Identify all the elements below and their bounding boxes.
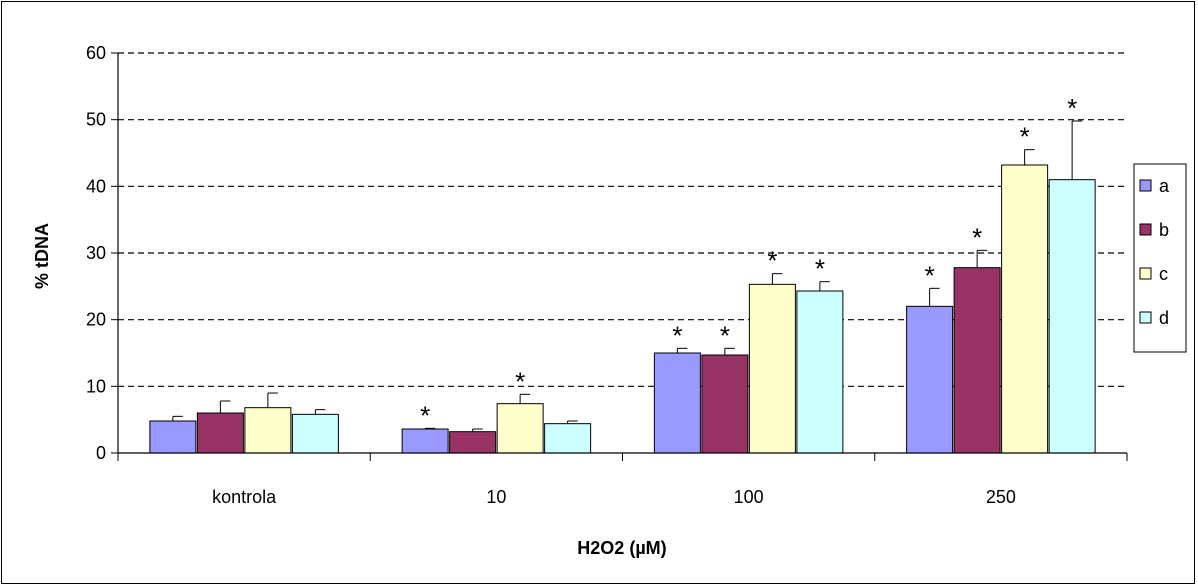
x-tick-label: 10: [486, 487, 506, 507]
legend-label: d: [1159, 308, 1169, 328]
x-tick-label: 100: [734, 487, 764, 507]
significance-marker: *: [815, 254, 825, 284]
bar: [449, 431, 497, 454]
bar: [701, 354, 749, 454]
y-tick-label: 20: [86, 310, 106, 330]
bar: [748, 283, 796, 454]
bar: [544, 423, 592, 454]
legend: a b c d: [1133, 163, 1187, 353]
significance-marker: *: [672, 320, 682, 350]
significance-marker: *: [767, 246, 777, 276]
bar: [244, 407, 292, 454]
bar: [796, 290, 844, 454]
y-tick-label: 0: [96, 443, 106, 463]
significance-marker: *: [925, 260, 935, 290]
legend-swatch: [1139, 179, 1152, 192]
bar: [196, 412, 244, 454]
x-tick-labels: kontrola 10 100 250: [212, 487, 1016, 507]
y-tick-label: 30: [86, 243, 106, 263]
y-tick-label: 60: [86, 43, 106, 63]
bar: [291, 413, 339, 454]
bar: [401, 428, 449, 454]
y-tick-label: 50: [86, 110, 106, 130]
legend-label: c: [1159, 264, 1168, 284]
significance-marker: *: [515, 366, 525, 396]
bar: [496, 403, 544, 454]
y-tick-labels: 0 10 20 30 40 50 60: [86, 43, 106, 463]
legend-label: b: [1159, 220, 1169, 240]
significance-marker: *: [1067, 93, 1077, 123]
legend-swatch: [1139, 267, 1152, 280]
significance-marker: *: [972, 222, 982, 252]
y-tick-label: 40: [86, 176, 106, 196]
bar: [906, 305, 954, 454]
bar: [653, 352, 701, 454]
x-axis-title: H2O2 (µM): [577, 538, 666, 558]
bar: [1001, 164, 1049, 454]
axes: [111, 52, 1128, 461]
legend-swatch: [1139, 223, 1152, 236]
significance-marker: *: [1020, 122, 1030, 152]
legend-label: a: [1159, 176, 1170, 196]
legend-swatch: [1139, 311, 1152, 324]
significance-marker: *: [420, 400, 430, 430]
bar: [149, 420, 197, 454]
x-tick-label: 250: [986, 487, 1016, 507]
x-tick-label: kontrola: [212, 487, 277, 507]
y-axis-title: % tDNA: [32, 223, 52, 289]
bars: * * * * * * * * * *: [149, 93, 1096, 454]
bar: [1048, 179, 1096, 454]
bar: [953, 267, 1001, 454]
y-tick-label: 10: [86, 376, 106, 396]
significance-marker: *: [720, 320, 730, 350]
